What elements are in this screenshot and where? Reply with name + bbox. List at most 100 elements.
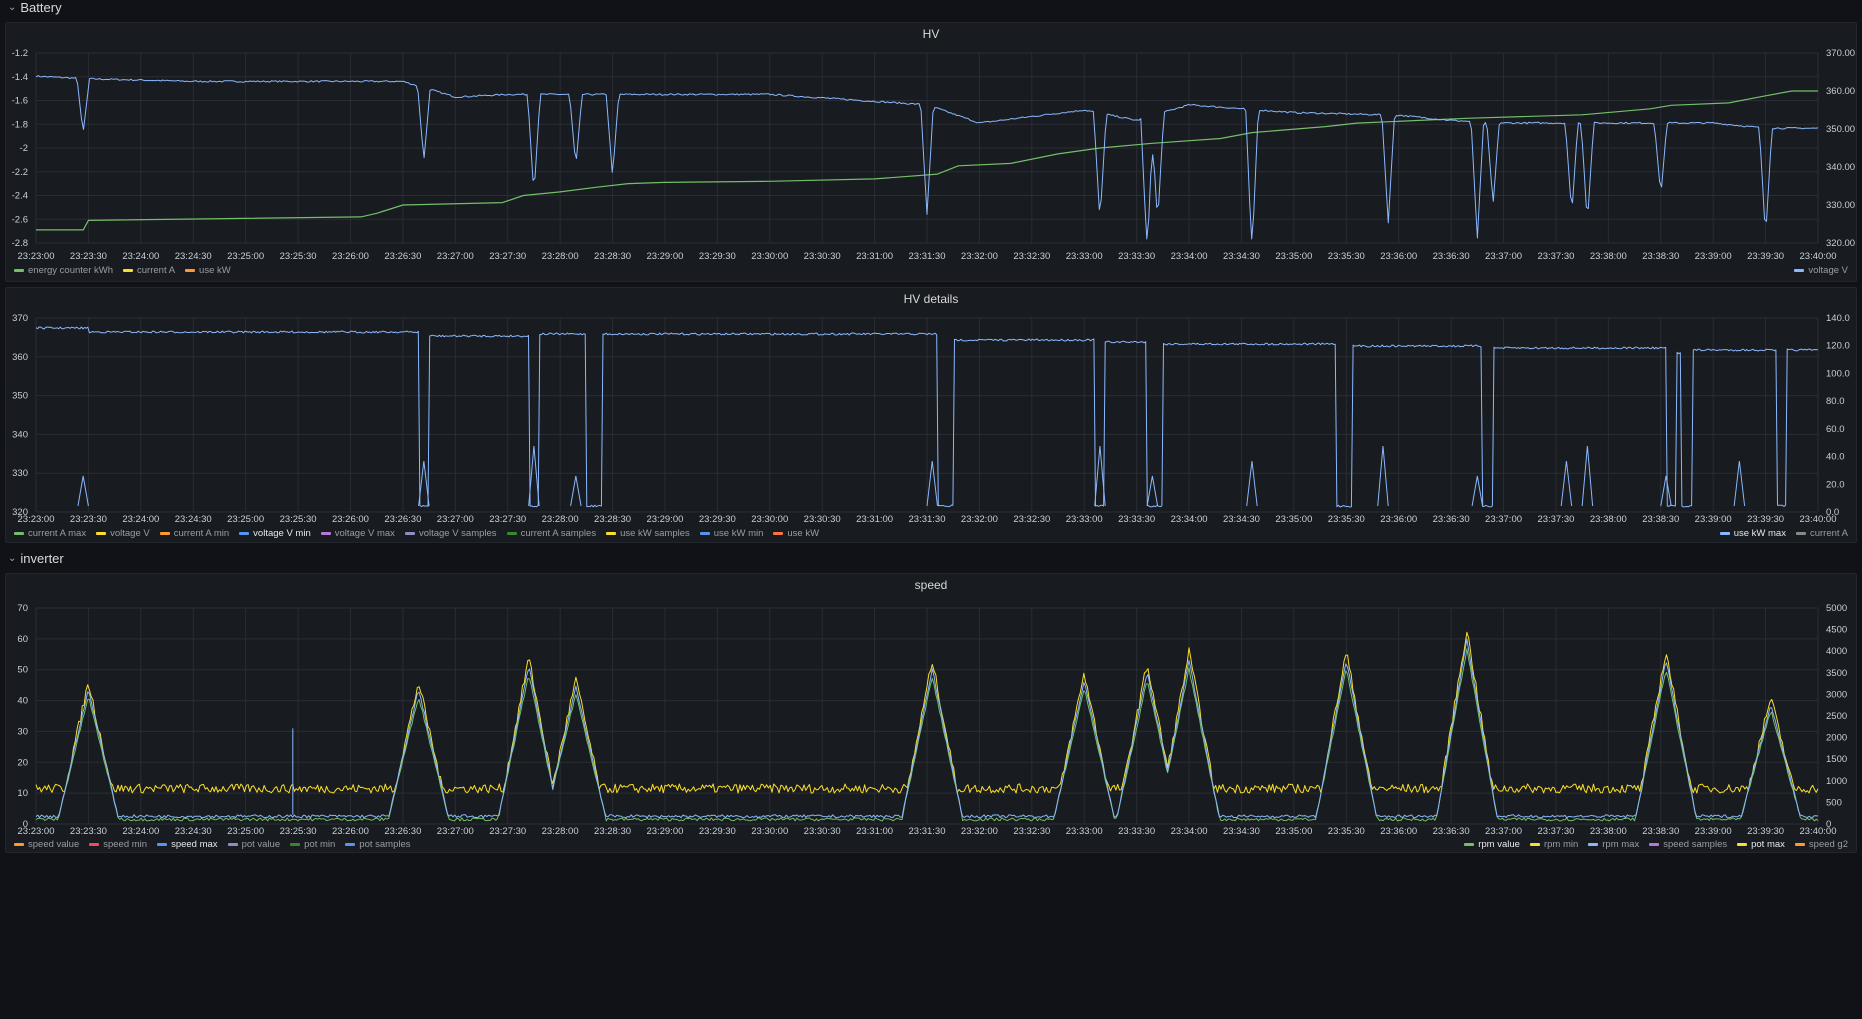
x-tick-label: 23:38:00 [1590, 514, 1627, 525]
y-right-tick-label: 40.0 [1826, 452, 1845, 463]
legend-item[interactable]: current A [1795, 528, 1848, 539]
x-tick-label: 23:25:30 [280, 251, 317, 262]
legend-item[interactable]: current A min [159, 528, 229, 539]
legend-item[interactable]: voltage V samples [404, 528, 497, 539]
legend-swatch [1719, 532, 1730, 535]
legend-item[interactable]: voltage V max [320, 528, 395, 539]
row-header-battery[interactable]: ⌄ Battery [8, 0, 62, 17]
legend-item[interactable]: voltage V [1794, 265, 1848, 276]
series-use-kw-max [528, 445, 540, 507]
legend-label: voltage V max [334, 528, 395, 539]
series-use-kw-max [1660, 475, 1672, 507]
y-left-tick-label: 10 [17, 788, 28, 799]
y-right-tick-label: 120.0 [1826, 341, 1850, 352]
panel-title: HV details [903, 292, 959, 306]
x-tick-label: 23:30:30 [804, 514, 841, 525]
legend-item[interactable]: rpm min [1529, 839, 1579, 850]
legend-swatch [290, 843, 301, 846]
y-left-tick-label: 30 [17, 726, 28, 737]
legend-item[interactable]: speed samples [1649, 839, 1727, 850]
x-tick-label: 23:32:00 [961, 251, 998, 262]
legend-item[interactable]: pot samples [345, 839, 411, 850]
x-tick-label: 23:28:30 [594, 251, 631, 262]
legend-label: speed g2 [1808, 839, 1848, 850]
y-right-tick-label: 140.0 [1826, 313, 1850, 324]
legend-item[interactable]: current A samples [506, 528, 597, 539]
series-speed-max [35, 638, 1818, 819]
legend-label: rpm min [1543, 839, 1579, 850]
series-use-kw-max [1094, 445, 1106, 507]
legend-item[interactable]: current A max [14, 528, 86, 539]
legend-item[interactable]: pot value [227, 839, 280, 850]
legend-item[interactable]: pot max [1737, 839, 1785, 850]
legend-swatch [157, 843, 168, 846]
legend-item[interactable]: pot min [290, 839, 335, 850]
x-tick-label: 23:33:30 [1118, 826, 1155, 837]
legend-item[interactable]: rpm value [1464, 839, 1520, 850]
x-tick-label: 23:24:30 [175, 251, 212, 262]
legend-label: pot samples [359, 839, 411, 850]
y-left-tick-label: 320 [12, 507, 28, 518]
legend-label: current A samples [520, 528, 597, 539]
speed-chart: 23:23:00 23:23:30 23:24:00 23:24:30 23:25:00… [17, 603, 1847, 837]
legend-label: energy counter kWh [28, 265, 114, 276]
legend-item[interactable]: energy counter kWh [14, 265, 113, 276]
series-use-kw-max [1733, 460, 1746, 507]
y-right-tick-label: 1000 [1826, 776, 1847, 787]
x-tick-label: 23:38:00 [1590, 251, 1627, 262]
legend-item[interactable]: rpm max [1588, 839, 1639, 850]
legend-swatch [1795, 532, 1806, 535]
x-tick-label: 23:39:30 [1747, 826, 1784, 837]
y-left-tick-label: 350 [12, 391, 28, 402]
legend-swatch [123, 269, 134, 272]
x-tick-label: 23:40:00 [1800, 251, 1837, 262]
x-tick-label: 23:31:30 [909, 514, 946, 525]
legend-left: speed value speed min speed max pot value po… [14, 839, 411, 850]
series-use-kw-max [1377, 445, 1389, 507]
legend-item[interactable]: use kW samples [606, 528, 690, 539]
series-use-kw-max [1246, 460, 1258, 507]
legend-item[interactable]: use kW [185, 265, 231, 276]
series-use-kw-max [1146, 475, 1159, 507]
x-tick-label: 23:29:00 [646, 826, 683, 837]
legend-label: voltage V samples [418, 528, 497, 539]
x-tick-label: 23:29:00 [646, 514, 683, 525]
legend-swatch [773, 532, 784, 535]
panel-hv: HV 23:23:00 23:23:30 23:24:00 23:24:30 23:25… [5, 22, 1857, 282]
legend-item[interactable]: use kW max [1719, 528, 1786, 539]
legend-item[interactable]: speed value [14, 839, 79, 850]
legend-swatch [14, 532, 24, 535]
x-tick-label: 23:31:00 [856, 514, 893, 525]
x-tick-label: 23:37:30 [1537, 826, 1574, 837]
hv-details-chart: 23:23:00 23:23:30 23:24:00 23:24:30 23:25:00… [12, 313, 1850, 525]
legend-swatch [320, 532, 331, 535]
x-tick-label: 23:38:30 [1642, 826, 1679, 837]
legend-item[interactable]: voltage V min [239, 528, 311, 539]
legend-right: voltage V [1794, 265, 1848, 276]
legend-item[interactable]: speed g2 [1794, 839, 1848, 850]
x-tick-label: 23:24:00 [122, 826, 159, 837]
x-tick-label: 23:30:30 [804, 251, 841, 262]
legend-item[interactable]: use kW min [699, 528, 763, 539]
y-left-tick-label: 330 [12, 468, 28, 479]
legend-item[interactable]: speed max [157, 839, 218, 850]
legend-item[interactable]: current A [123, 265, 175, 276]
x-tick-label: 23:27:30 [489, 514, 526, 525]
x-tick-label: 23:32:00 [961, 514, 998, 525]
x-tick-label: 23:26:00 [332, 251, 369, 262]
x-tick-label: 23:34:30 [1223, 251, 1260, 262]
x-tick-label: 23:24:30 [175, 514, 212, 525]
x-tick-label: 23:33:30 [1118, 514, 1155, 525]
row-header-inverter[interactable]: ⌄ inverter [8, 548, 64, 568]
legend-item[interactable]: use kW [773, 528, 819, 539]
y-left-tick-label: 50 [17, 665, 28, 676]
legend-label: current A [137, 265, 176, 276]
x-tick-label: 23:25:00 [227, 826, 264, 837]
y-right-tick-label: 4000 [1826, 646, 1847, 657]
legend-item[interactable]: voltage V [96, 528, 150, 539]
legend-label: pot max [1751, 839, 1785, 850]
legend-label: speed samples [1663, 839, 1728, 850]
y-left-tick-label: -1.2 [12, 48, 28, 59]
legend-item[interactable]: speed min [89, 839, 147, 850]
x-tick-label: 23:26:30 [384, 251, 421, 262]
